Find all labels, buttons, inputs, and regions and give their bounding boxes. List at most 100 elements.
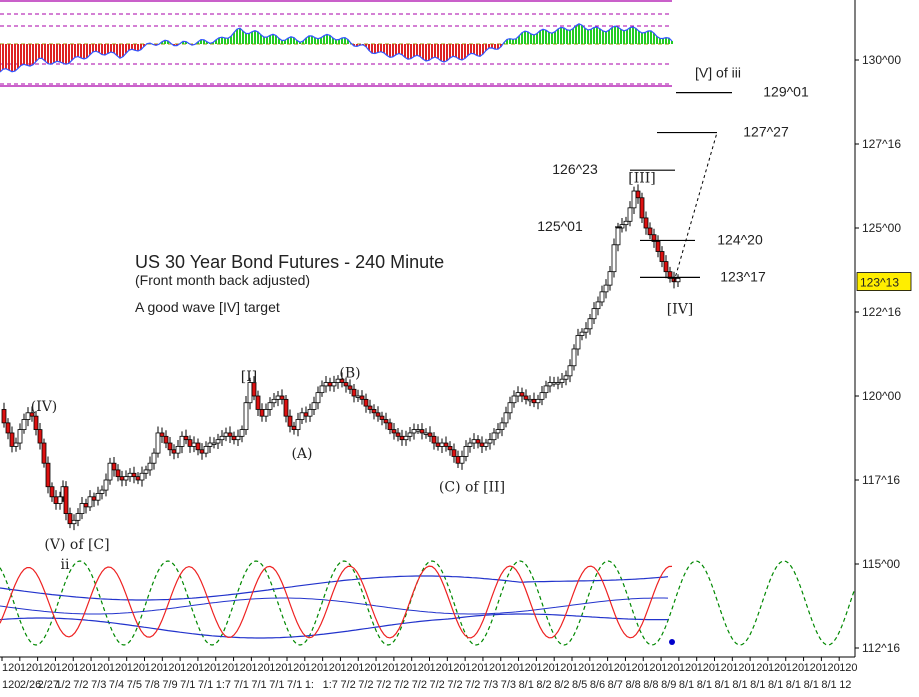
target-level-label: 123^17 — [720, 268, 766, 284]
candle-body — [659, 251, 665, 263]
wave-label: (A) — [291, 446, 312, 462]
candle-body — [227, 432, 233, 437]
price-axis: 130^00 127^16 125^00 122^16 120^00 117^16 115^… — [854, 0, 912, 657]
time-tick-label-top: 120 — [572, 662, 590, 674]
candle-body — [531, 398, 537, 404]
candle-body — [515, 392, 521, 397]
candle-body — [207, 442, 213, 447]
candle-body — [99, 489, 105, 494]
candle-body — [91, 496, 97, 501]
candle-body — [591, 308, 597, 320]
candle-body — [223, 432, 229, 437]
time-tick-label-top: 120 — [715, 662, 733, 674]
candle-body — [45, 462, 51, 488]
time-axis: 1201201202/261202/271201/21207/21207/312… — [0, 656, 858, 691]
time-tick-label-top: 120 — [732, 662, 750, 674]
current-price-tag — [856, 272, 912, 291]
time-tick-label-top: 120 — [216, 662, 234, 674]
price-tick-label: 120^00 — [862, 389, 901, 403]
candle-body — [543, 385, 549, 394]
wave-label: [III] — [628, 171, 656, 187]
candle-body — [5, 422, 11, 434]
time-tick-label: 8/1 — [732, 679, 747, 691]
candle-body — [251, 382, 257, 397]
time-tick-label: 8/2 — [536, 679, 551, 691]
time-tick-label: 7/1 — [234, 679, 249, 691]
price-candles — [1, 184, 681, 531]
candle-body — [419, 429, 425, 434]
candle-body — [155, 432, 161, 454]
target-level-label: 126^23 — [552, 161, 598, 177]
candle-body — [243, 402, 249, 431]
time-tick-label: 12 — [839, 679, 851, 691]
time-tick-label: 1:7 — [216, 679, 231, 691]
time-tick-label-top: 120 — [376, 662, 394, 674]
price-tick-label: 112^16 — [862, 641, 900, 655]
candle-body — [183, 435, 189, 441]
candle-body — [211, 442, 217, 445]
band-lower-line — [0, 613, 668, 639]
time-tick-label-top: 120 — [358, 662, 376, 674]
candle-body — [411, 429, 417, 434]
candle-body — [159, 432, 165, 437]
price-tick-label: 122^16 — [862, 305, 901, 319]
time-tick-label: 8/1 — [715, 679, 730, 691]
candle-body — [41, 442, 47, 464]
chart-title: US 30 Year Bond Futures - 240 Minute — [135, 252, 444, 272]
candle-body — [415, 429, 421, 432]
candle-body — [547, 382, 553, 387]
target-level-label: 125^01 — [537, 218, 583, 234]
candle-body — [435, 442, 441, 447]
candle-body — [263, 409, 269, 417]
candle-body — [151, 452, 157, 464]
price-tick-label: 127^16 — [862, 137, 901, 151]
candle-body — [299, 412, 305, 420]
candle-body — [103, 479, 109, 491]
candle-body — [1, 409, 7, 424]
time-tick-label-top: 120 — [38, 662, 56, 674]
candle-body — [49, 486, 55, 498]
candle-body — [67, 513, 73, 525]
candle-body — [631, 190, 637, 209]
time-tick-label-top: 120 — [55, 662, 73, 674]
candle-body — [131, 472, 137, 478]
candle-body — [443, 442, 449, 447]
candle-body — [395, 432, 401, 437]
time-tick-label-top: 120 — [786, 662, 804, 674]
upper-oscillator-panel — [0, 0, 673, 87]
time-tick-label-top: 120 — [412, 662, 430, 674]
time-tick-label: 7/2 — [358, 679, 373, 691]
target-levels: 126^23 125^01 124^20 123^17 127^27 129^01 [V] … — [537, 64, 809, 284]
candle-body — [427, 432, 433, 437]
time-tick-label: 1: — [305, 679, 314, 691]
candle-body — [311, 402, 317, 410]
time-tick-label-top: 120 — [625, 662, 643, 674]
candle-body — [459, 456, 465, 464]
candle-body — [195, 442, 201, 451]
candle-body — [431, 435, 437, 444]
candle-body — [463, 445, 469, 457]
candle-body — [615, 227, 621, 246]
candle-body — [675, 277, 681, 283]
time-tick-label-top: 120 — [2, 662, 20, 674]
candle-body — [9, 432, 15, 447]
time-tick-label-top: 120 — [180, 662, 198, 674]
candle-body — [555, 382, 561, 385]
candle-body — [359, 395, 365, 400]
time-tick-label-top: 120 — [287, 662, 305, 674]
time-tick-label: 8/7 — [608, 679, 623, 691]
candle-body — [507, 402, 513, 414]
candle-body — [83, 503, 89, 508]
candle-body — [187, 439, 193, 447]
time-tick-label: 8/1 — [768, 679, 783, 691]
time-tick-label: 2/26 — [20, 679, 41, 691]
time-tick-label-top: 120 — [839, 662, 857, 674]
candle-body — [599, 291, 605, 303]
candle-body — [391, 429, 397, 434]
wave-label: [I] — [241, 369, 257, 385]
candle-body — [247, 382, 253, 404]
candle-body — [271, 398, 277, 404]
candle-body — [647, 227, 653, 236]
candle-body — [563, 375, 569, 380]
